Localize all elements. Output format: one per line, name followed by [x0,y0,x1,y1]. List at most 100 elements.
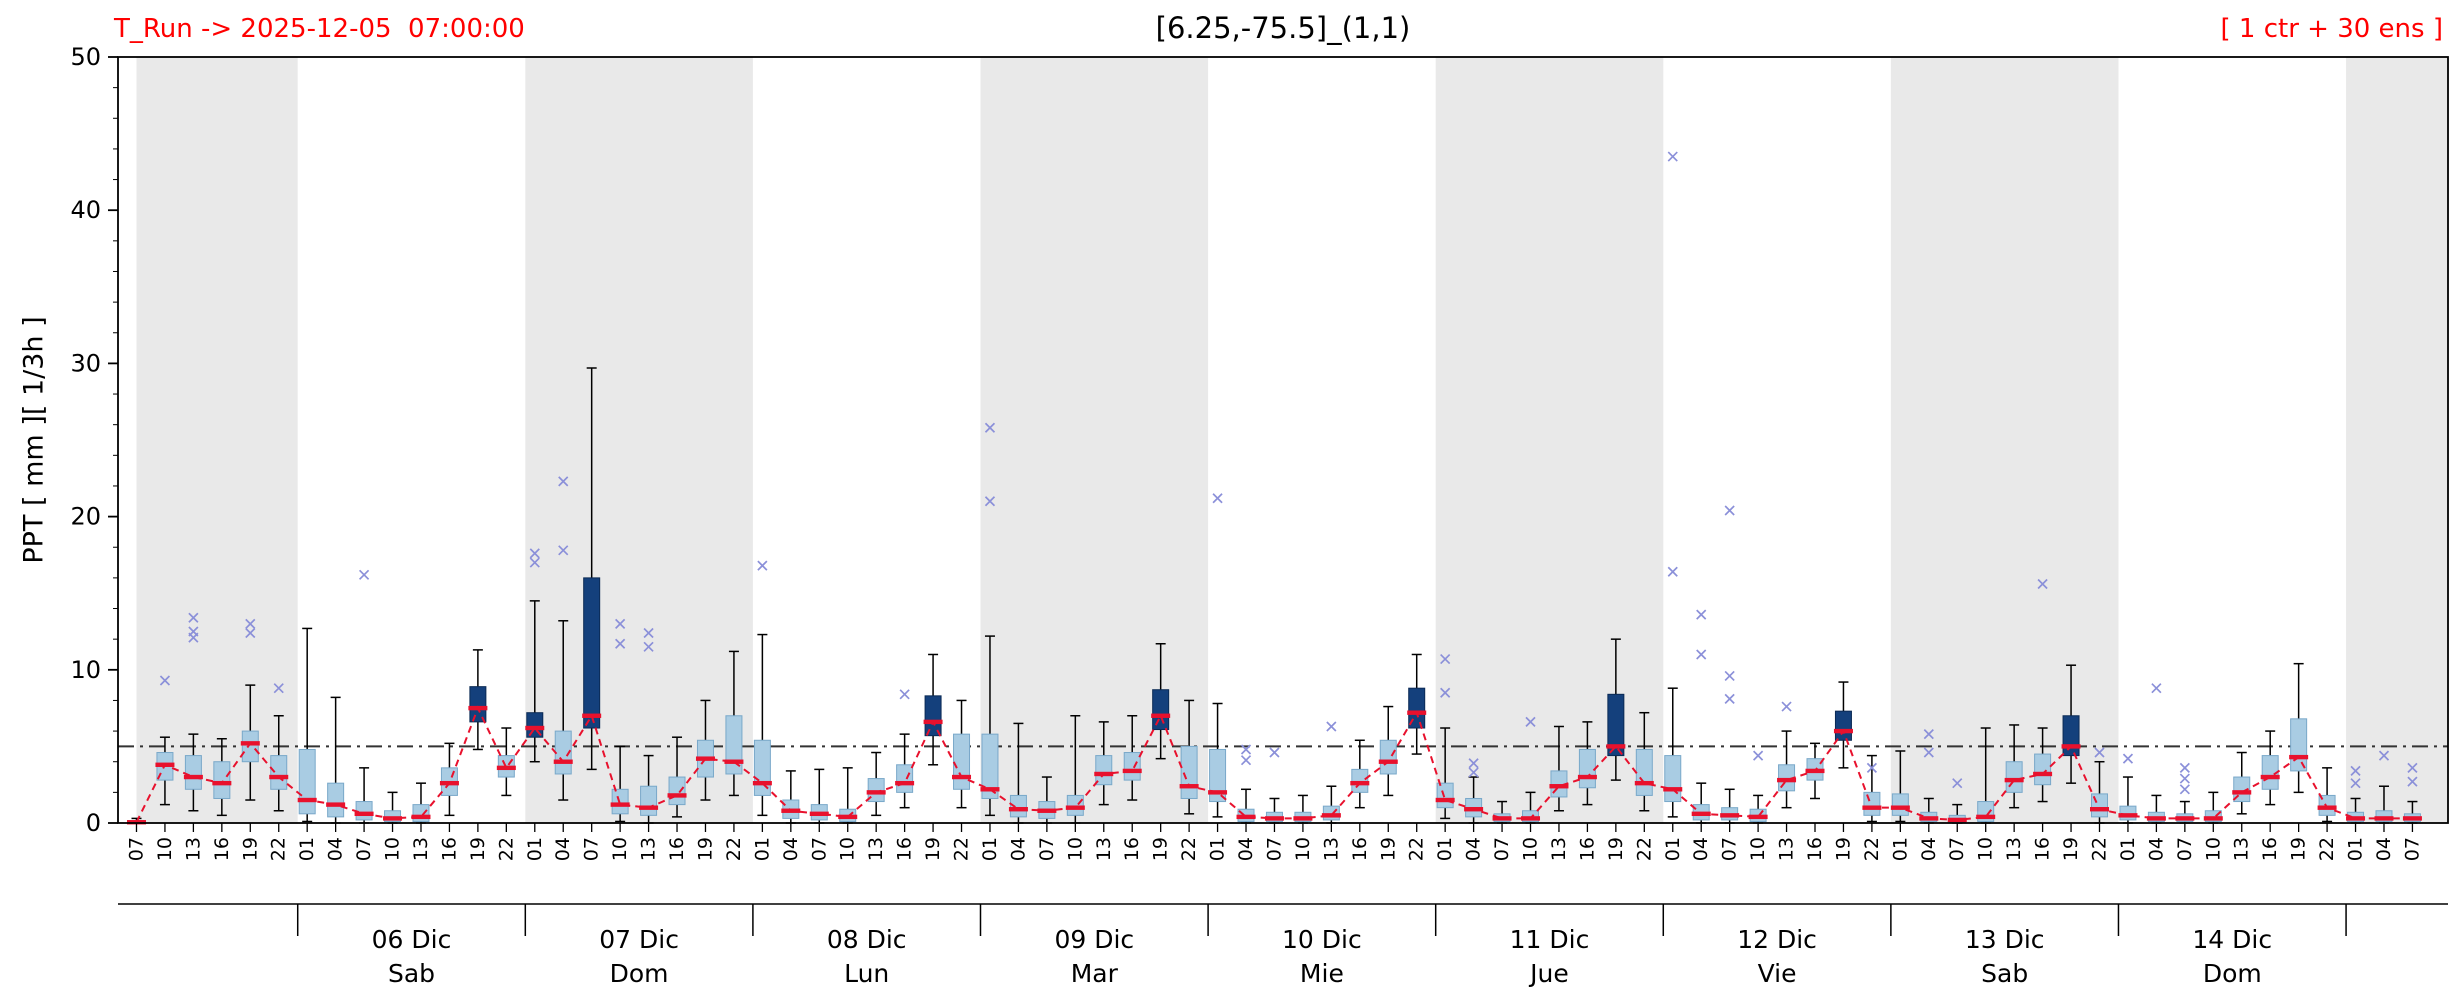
outlier-marker [245,618,256,629]
box-light [2204,810,2222,822]
ensemble-count-label: [ 1 ctr + 30 ens ] [2220,14,2444,44]
day-label: 10 Dic [1282,925,1362,954]
chart-title: [6.25,-75.5]_(1,1) [1155,11,1411,45]
x-tick-label: 16 [1576,837,1598,861]
median-marker [212,780,232,786]
y-tick-label: 20 [70,503,101,531]
x-tick-label: 13 [638,837,660,861]
box-dark [583,577,601,729]
x-tick-label: 16 [1121,837,1143,861]
box-light [1436,782,1454,809]
median-marker [1208,790,1228,795]
x-tick-label: 22 [1406,837,1428,861]
x-tick-label: 22 [1178,837,1200,861]
median-marker [2146,816,2166,821]
median-marker [1890,805,1910,810]
x-tick-label: 07 [353,837,375,861]
box-light [640,785,658,816]
outlier-marker [1326,721,1337,732]
box-light [2318,794,2336,816]
median-marker [2232,790,2252,795]
outlier-marker [615,618,626,629]
median-marker [980,787,1000,792]
box-light [298,748,316,815]
x-tick-label: 04 [325,837,347,861]
x-tick-label: 04 [2145,837,2167,861]
median-marker [1663,787,1683,792]
outlier-marker [1952,778,1963,789]
day-shading-band [1890,57,2119,823]
x-tick-label: 10 [837,837,859,861]
box-light [241,730,259,763]
outlier-marker [529,548,540,559]
x-tick-label: 10 [382,837,404,861]
x-tick-label: 19 [922,837,944,861]
x-tick-label: 16 [2259,837,2281,861]
median-marker [952,774,972,780]
median-marker [383,816,403,821]
outlier-marker [358,569,370,580]
day-label: 08 Dic [827,925,907,954]
x-tick-label: 07 [1263,837,1285,861]
outlier-marker [273,683,284,694]
median-marker [1777,777,1797,783]
outlier-marker [643,627,654,639]
outlier-marker [1724,670,1735,682]
median-marker [496,765,516,771]
x-tick-label: 07 [2174,837,2196,861]
day-label: 09 Dic [1054,925,1134,954]
median-marker [1976,814,1996,820]
outlier-marker [188,612,199,623]
outlier-marker [2179,762,2190,773]
outlier-marker [2179,784,2190,795]
median-marker [1037,808,1057,813]
outliers-layer [159,151,2418,795]
x-tick-label: 16 [894,837,916,861]
y-tick-label: 30 [70,349,101,377]
x-tick-label: 01 [2117,837,2139,861]
x-tick-label: 22 [1633,837,1655,861]
median-marker [2061,744,2081,749]
median-marker [326,802,346,807]
x-tick-label: 01 [1434,837,1456,861]
day-label: 12 Dic [1737,925,1817,954]
x-tick-label: 22 [1861,837,1883,861]
median-markers-layer [126,705,2422,825]
median-marker [1008,807,1028,812]
outlier-marker [2350,765,2361,777]
box-light [384,810,402,822]
median-marker [183,774,203,780]
median-marker [1179,784,1199,789]
box-light [1123,752,1141,781]
median-marker [809,811,829,817]
box-light [2119,805,2137,821]
box-light [1578,748,1596,789]
median-marker [781,808,801,813]
median-marker [525,725,545,731]
x-tick-label: 13 [2003,837,2025,861]
box-dark [1607,693,1625,757]
outlier-marker [1696,609,1707,620]
x-tick-label: 22 [951,837,973,861]
median-marker [1378,759,1398,764]
day-weekday-label: Jue [1528,959,1569,988]
day-label: 13 Dic [1965,925,2045,954]
median-marker [2374,816,2394,821]
box-light [753,739,771,796]
outlier-marker [2179,773,2190,784]
x-tick-label: 19 [1150,837,1172,861]
x-tick-label: 10 [609,837,631,861]
x-tick-label: 10 [1975,837,1997,861]
median-marker [1151,713,1171,718]
x-tick-label: 10 [1292,837,1314,861]
x-tick-label: 19 [2288,837,2310,861]
median-marker [1065,805,1085,810]
day-shading-band [980,57,1209,823]
median-marker [1805,768,1825,774]
median-marker [2203,816,2223,821]
x-tick-label: 22 [723,837,745,861]
x-tick-label: 22 [495,837,517,861]
box-light [2290,718,2308,772]
box-light [867,778,885,803]
